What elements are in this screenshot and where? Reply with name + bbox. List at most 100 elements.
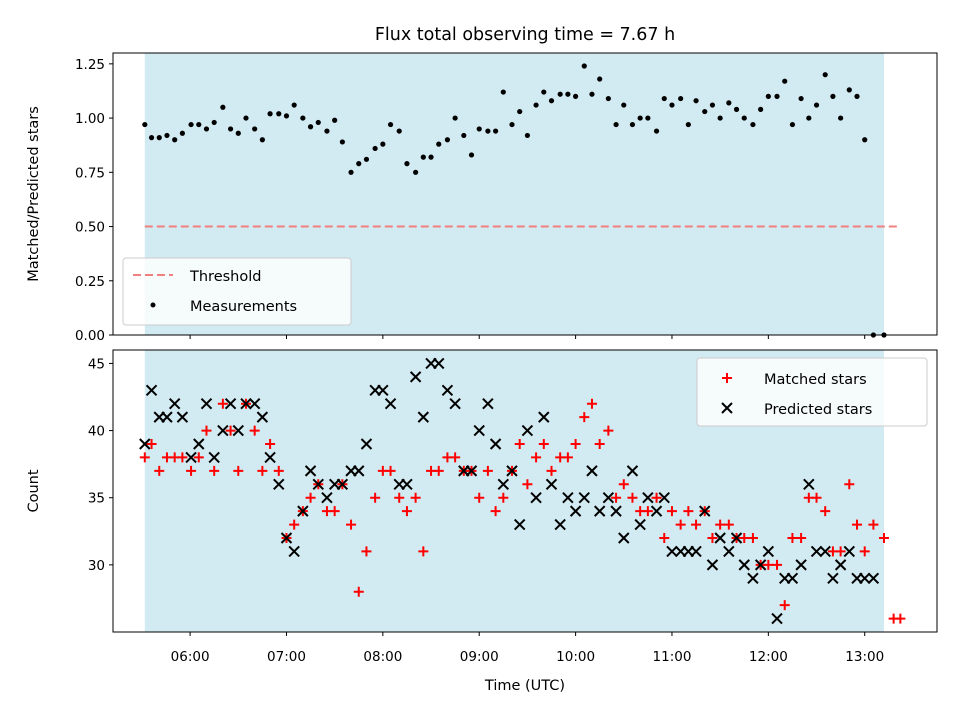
matched-stars-point — [627, 492, 638, 503]
matched-stars-point — [723, 519, 734, 530]
x-tick-label: 07:00 — [267, 649, 306, 665]
predicted-stars-point — [762, 545, 775, 558]
measurements-point — [156, 135, 162, 141]
measurements-point — [709, 102, 716, 108]
measurements-point — [862, 137, 868, 143]
predicted-stars-point — [280, 532, 293, 544]
matched-stars-point — [611, 492, 622, 503]
predicted-stars-point — [562, 492, 574, 504]
matched-stars-point — [401, 506, 412, 517]
predicted-stars-point — [786, 572, 799, 584]
matched-stars-point — [249, 425, 260, 436]
matched-stars-point — [273, 465, 284, 476]
measurements-point — [179, 130, 185, 136]
predicted-stars-point — [240, 398, 252, 410]
predicted-stars-point — [224, 398, 237, 410]
matched-stars-point — [895, 613, 906, 624]
measurements-point — [259, 137, 265, 143]
matched-stars-point — [852, 519, 863, 530]
predicted-stars-point — [867, 572, 880, 584]
predicted-stars-point — [193, 438, 205, 450]
bottom-points-layer — [139, 357, 906, 625]
predicted-stars-point — [650, 505, 663, 517]
matched-stars-point — [490, 506, 501, 517]
measurements-point — [846, 87, 852, 93]
predicted-stars-point — [401, 478, 413, 490]
bottom-axes-frame — [112, 349, 938, 633]
predicted-stars-point — [304, 465, 317, 477]
matched-stars-point — [522, 479, 533, 490]
predicted-stars-point — [384, 398, 397, 410]
measurements-point — [227, 126, 234, 132]
bottom-legend: Matched stars Predicted stars — [696, 357, 928, 427]
top-x-ticks — [189, 335, 866, 339]
measurements-point — [597, 76, 603, 82]
predicted-stars-point — [353, 465, 365, 477]
predicted-stars-point — [288, 545, 300, 558]
predicted-stars-point — [859, 572, 871, 584]
legend-matched-swatch — [722, 373, 732, 383]
y-tick-label: 0.75 — [75, 165, 105, 181]
predicted-stars-point — [321, 492, 333, 504]
legend-predicted-swatch — [721, 402, 733, 414]
measurements-point — [452, 115, 458, 121]
predicted-stars-point — [417, 411, 430, 423]
matched-stars-point — [177, 452, 188, 463]
matched-stars-point — [139, 452, 150, 463]
measurements-point — [235, 130, 241, 136]
measurements-point — [428, 154, 434, 160]
matched-stars-point — [450, 452, 461, 463]
predicted-stars-point — [747, 572, 759, 584]
measurements-point — [557, 91, 563, 97]
matched-stars-point — [225, 425, 236, 436]
x-axis-label: Time (UTC) — [484, 678, 565, 694]
measurements-point — [524, 132, 531, 139]
measurements-point — [789, 121, 796, 128]
measurements-point — [203, 126, 210, 132]
measurements-point — [645, 115, 651, 121]
predicted-stars-point — [642, 492, 654, 504]
measurements-point — [164, 132, 170, 139]
matched-stars-point — [579, 412, 590, 423]
matched-stars-point — [498, 492, 509, 503]
measurements-point — [702, 108, 708, 115]
y-tick-label: 40 — [88, 424, 105, 440]
predicted-stars-point — [602, 492, 615, 504]
predicted-stars-point — [200, 398, 213, 410]
top-points-layer — [142, 63, 901, 338]
predicted-stars-point — [843, 545, 856, 558]
y-tick-label: 0.00 — [75, 328, 105, 344]
legend-matched-label: Matched stars — [764, 372, 867, 388]
measurements-point — [500, 89, 506, 95]
predicted-stars-point — [409, 371, 422, 383]
predicted-stars-point — [593, 505, 606, 517]
predicted-stars-point — [530, 492, 542, 504]
matched-stars-point — [787, 533, 798, 543]
matched-stars-point — [747, 533, 758, 543]
measurements-point — [605, 95, 611, 102]
predicted-stars-point — [554, 518, 566, 531]
measurements-point — [693, 98, 699, 104]
y-tick-label: 45 — [88, 356, 105, 372]
x-tick-label: 12:00 — [749, 649, 788, 665]
measurements-point — [283, 113, 290, 119]
measurements-point — [476, 126, 482, 132]
matched-stars-point — [154, 465, 165, 476]
predicted-stars-point — [513, 518, 526, 531]
matched-stars-point — [201, 425, 212, 436]
predicted-stars-point — [738, 559, 750, 571]
measurements-point — [348, 169, 354, 175]
measurements-point — [485, 128, 491, 134]
measurements-point — [420, 154, 426, 160]
measurements-point — [307, 124, 314, 130]
matched-stars-point — [859, 546, 870, 557]
matched-stars-point — [305, 492, 316, 503]
measurements-point — [822, 72, 828, 78]
predicted-stars-point — [699, 505, 711, 517]
predicted-stars-point — [145, 384, 158, 396]
predicted-stars-point — [232, 424, 244, 437]
matched-stars-point — [433, 465, 444, 476]
measurements-point — [148, 135, 155, 141]
matched-stars-point — [209, 465, 220, 476]
